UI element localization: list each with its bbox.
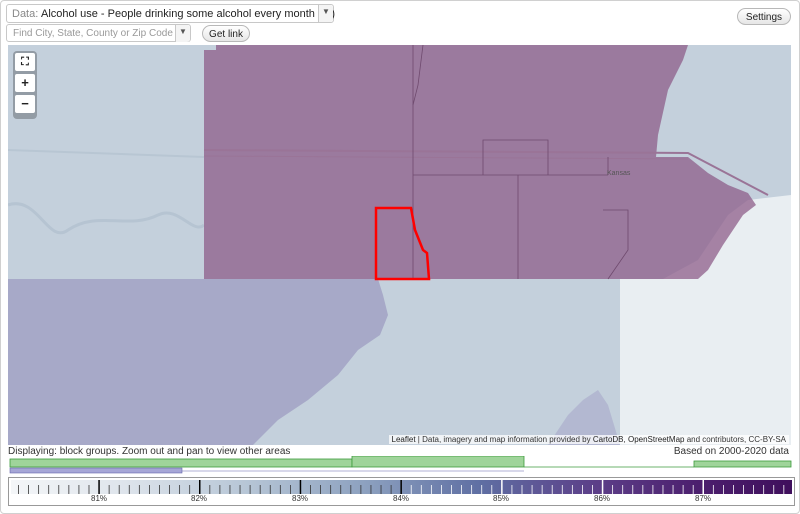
road [203, 155, 689, 160]
attribution-cartodb-link[interactable]: CartoDB [592, 435, 624, 444]
region-high[interactable] [204, 45, 756, 279]
road [203, 149, 769, 196]
fullscreen-icon[interactable]: ⛶ [15, 53, 35, 71]
map-canvas[interactable] [8, 45, 791, 445]
histogram-bar [351, 456, 525, 468]
no-data-area [620, 279, 791, 445]
color-scale[interactable]: 81% 82% 83% 84% 85% 86% 87% [8, 477, 795, 506]
zoom-in-button[interactable]: + [15, 74, 35, 92]
attribution-osm-link[interactable]: OpenStreetMap [627, 435, 685, 444]
histogram-bar [693, 460, 792, 468]
attribution-sep: , [623, 435, 628, 444]
display-status: Displaying: block groups. Zoom out and p… [8, 446, 291, 457]
zoom-control: ⛶ + − [13, 51, 37, 119]
histogram-bar [9, 467, 183, 474]
scale-label-85: 85% [492, 494, 510, 503]
search-input[interactable] [7, 25, 181, 41]
histogram-bar [9, 458, 353, 468]
get-link-button[interactable]: Get link [202, 25, 250, 42]
scale-label-86: 86% [593, 494, 611, 503]
zoom-out-button[interactable]: − [15, 95, 35, 113]
data-select[interactable]: Data: Alcohol use - People drinking some… [6, 4, 336, 23]
attribution-end: and contributors, CC-BY-SA [684, 435, 786, 444]
region-mid[interactable] [548, 390, 620, 445]
data-select-label: Data: [12, 8, 39, 20]
location-search[interactable]: ▼ [6, 24, 191, 42]
scale-ticks [18, 480, 785, 494]
scale-label-87: 87% [694, 494, 712, 503]
distribution-histogram [9, 456, 792, 474]
scale-label-81: 81% [90, 494, 108, 503]
scale-label-83: 83% [291, 494, 309, 503]
search-dropdown[interactable]: ▼ [175, 25, 190, 42]
map[interactable]: ⛶ + − Kansas Leaflet | Data, imagery and… [8, 45, 791, 445]
region-mid[interactable] [8, 279, 388, 445]
chevron-down-icon: ▼ [179, 27, 187, 36]
scale-label-84: 84% [392, 494, 410, 503]
data-select-value: Alcohol use - People drinking some alcoh… [41, 8, 336, 20]
road [8, 149, 205, 158]
data-range-note: Based on 2000-2020 data [673, 446, 789, 457]
selected-block-group[interactable] [374, 206, 431, 281]
city-label: Kansas [607, 170, 631, 177]
scale-label-82: 82% [190, 494, 208, 503]
map-attribution: Leaflet | Data, imagery and map informat… [388, 435, 789, 444]
block-group-boundaries [412, 45, 629, 280]
attribution-leaflet-link[interactable]: Leaflet [391, 435, 416, 444]
attribution-text: | Data, imagery and map information prov… [415, 435, 593, 444]
chevron-down-icon: ▼ [322, 7, 330, 16]
settings-button[interactable]: Settings [737, 8, 791, 25]
river [8, 202, 206, 235]
data-select-dropdown[interactable]: ▼ [318, 5, 333, 22]
